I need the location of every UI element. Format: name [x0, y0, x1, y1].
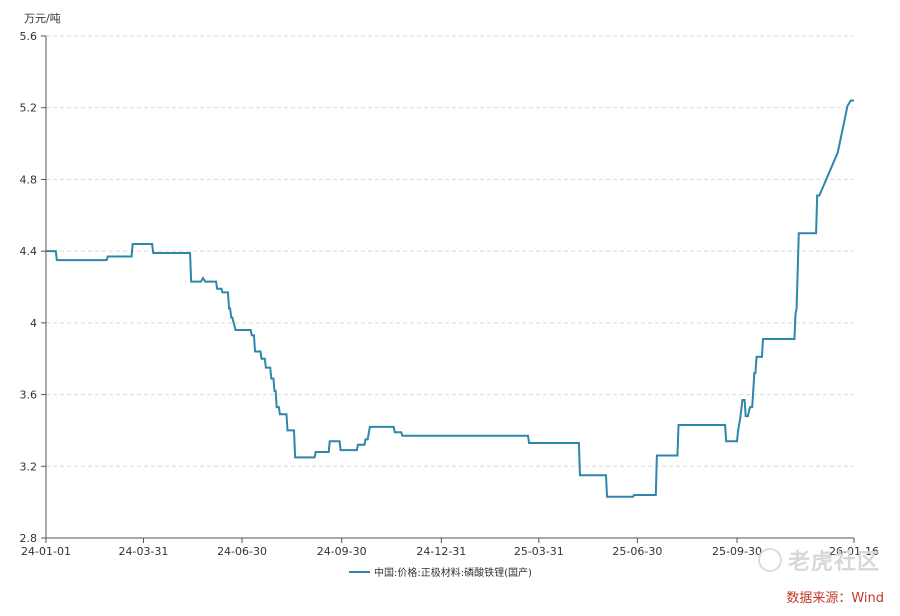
y-axis-ticks: 2.8 3.2 3.6 4 4.4 4.8 5.2 5.6 [20, 30, 46, 545]
x-tick-label: 25-03-31 [514, 545, 564, 558]
x-tick-label: 24-09-30 [317, 545, 367, 558]
x-tick-label: 24-03-31 [119, 545, 169, 558]
source-note: 数据来源：Wind [786, 591, 884, 606]
x-tick-label: 24-06-30 [217, 545, 267, 558]
series-line [46, 99, 854, 498]
x-tick-label: 24-12-31 [416, 545, 466, 558]
x-axis-ticks: 24-01-01 24-03-31 24-06-30 24-09-30 24-12-31… [21, 538, 879, 558]
tiger-logo-icon [758, 548, 782, 572]
legend[interactable]: 中国:价格:正极材料:磷酸铁锂(国产) [349, 566, 532, 579]
y-tick-label: 3.2 [20, 460, 38, 473]
watermark: 老虎社区 [787, 550, 880, 575]
x-tick-label: 25-09-30 [712, 545, 762, 558]
axes [45, 36, 854, 539]
x-tick-label: 24-01-01 [21, 545, 71, 558]
x-tick-label: 26-01-16 [829, 545, 879, 558]
y-axis-unit-label: 万元/吨 [24, 12, 61, 25]
y-tick-label: 5.6 [20, 30, 38, 43]
y-tick-label: 3.6 [20, 389, 38, 402]
y-tick-label: 4.4 [20, 245, 38, 258]
y-tick-label: 4 [30, 317, 37, 330]
y-tick-label: 2.8 [20, 532, 38, 545]
y-tick-label: 4.8 [20, 173, 38, 186]
grid-lines [46, 35, 854, 467]
legend-label: 中国:价格:正极材料:磷酸铁锂(国产) [374, 566, 532, 579]
x-tick-label: 25-06-30 [612, 545, 662, 558]
y-tick-label: 5.2 [20, 102, 38, 115]
